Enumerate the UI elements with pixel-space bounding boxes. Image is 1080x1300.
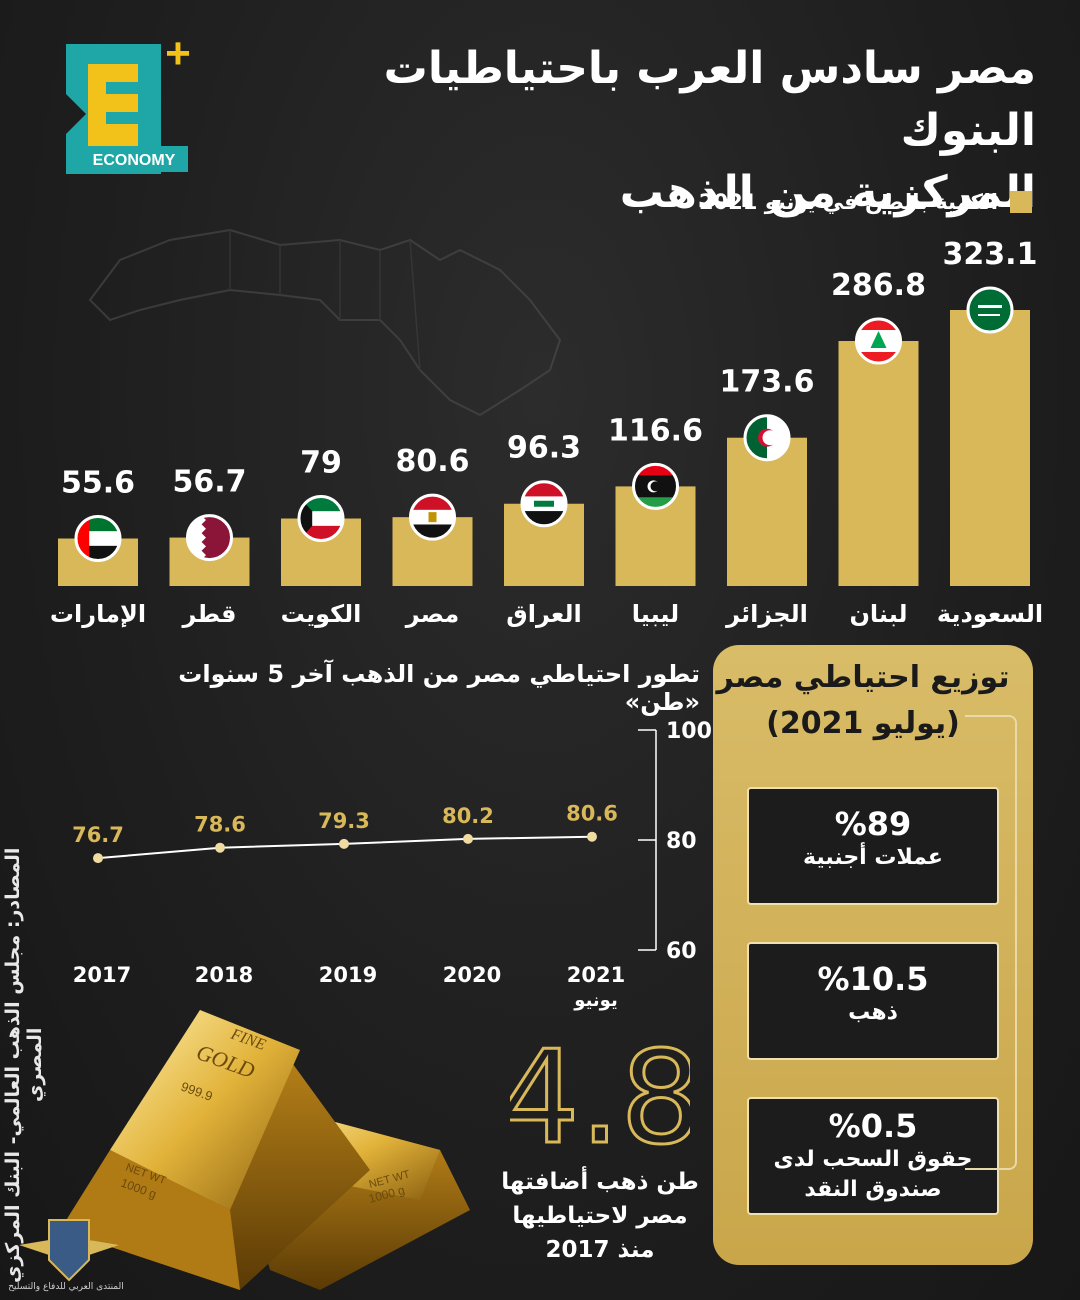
- bar-value-label: 56.7: [172, 465, 246, 500]
- line-chart-title: تطور احتياطي مصر من الذهب آخر 5 سنوات «ط…: [178, 660, 700, 716]
- page-title: مصر سادس العرب باحتياطيات البنوك المركزي…: [276, 38, 1036, 224]
- data-point: [215, 842, 225, 853]
- title-line-2: المركزية من الذهب: [619, 167, 1036, 218]
- data-point: [463, 833, 473, 844]
- distribution-title: توزيع احتياطي مصر (يوليو 2021): [713, 655, 1013, 747]
- distribution-label-2: صندوق النقد: [804, 1177, 942, 1202]
- lebanon-flag-icon: [856, 319, 901, 364]
- bar-category-label: ليبيا: [632, 600, 679, 628]
- distribution-panel: توزيع احتياطي مصر (يوليو 2021) %89 عملات…: [713, 645, 1033, 1265]
- bar-category-label: الإمارات: [50, 600, 146, 628]
- x-tick-label: 2017: [73, 963, 131, 987]
- distribution-title-line-1: توزيع احتياطي مصر: [716, 660, 1010, 695]
- bar-group: 116.6 ليبيا: [608, 413, 703, 628]
- x-tick-label: 2019: [319, 963, 377, 987]
- bar-group: 323.1 السعودية: [937, 240, 1043, 628]
- bar-category-label: قطر: [181, 600, 236, 628]
- bar-category-label: السعودية: [937, 600, 1043, 628]
- legend-swatch: [1010, 191, 1032, 213]
- bar: [727, 437, 807, 586]
- bar-group: 173.6 الجزائر: [720, 365, 815, 628]
- distribution-title-line-2: (يوليو 2021): [766, 706, 960, 741]
- distribution-label: عملات أجنبية: [803, 845, 943, 870]
- data-label: 80.6: [566, 802, 618, 826]
- x-tick-label: 2020: [443, 963, 501, 987]
- svg-text:4.8: 4.8: [510, 1030, 690, 1160]
- plus-icon: +: [165, 34, 191, 78]
- added-caption-1: طن ذهب أضافتها: [501, 1169, 699, 1195]
- y-tick-label: 80: [666, 829, 697, 854]
- bar-value-label: 173.6: [720, 365, 815, 400]
- x-tick-label: 2018: [195, 963, 253, 987]
- data-label: 79.3: [318, 809, 370, 833]
- bar-group: 286.8 لبنان: [831, 268, 926, 628]
- economy-logo: ECONOMY +: [66, 34, 191, 174]
- bar-category-label: لبنان: [849, 600, 907, 628]
- legend-label: الكمية بالطن في يونيو 2021: [698, 190, 998, 214]
- added-caption-3: منذ 2017: [545, 1237, 655, 1263]
- algeria-flag-icon: [745, 415, 789, 460]
- egypt-gold-line-chart: 100 80 60 76.7 2017 78.6 2018 79.3 2019 80.2 2020 8…: [72, 719, 712, 1011]
- bar-value-label: 80.6: [395, 444, 469, 479]
- y-tick-label: 100: [666, 719, 712, 744]
- bar-value-label: 55.6: [61, 466, 135, 501]
- title-line-1: مصر سادس العرب باحتياطيات البنوك: [383, 43, 1036, 156]
- gold-bars-image: NET WT 1000 g FINE GOLD 999.9 NET WT 100…: [60, 1010, 470, 1290]
- bar-group: 96.3 العراق: [504, 431, 584, 628]
- distribution-label: حقوق السحب لدى: [773, 1147, 973, 1172]
- added-caption-2: مصر لاحتياطيها: [512, 1203, 688, 1229]
- logo-text: ECONOMY: [93, 152, 176, 169]
- data-point: [587, 831, 597, 842]
- added-gold-number: 4.8: [510, 1030, 690, 1160]
- distribution-pct: %10.5: [817, 960, 929, 998]
- distribution-box-gold: %10.5 ذهب: [747, 942, 999, 1060]
- bar-value-label: 79: [300, 446, 342, 481]
- distribution-box-sdr: %0.5 حقوق السحب لدى صندوق النقد: [747, 1097, 999, 1215]
- distribution-label: ذهب: [848, 1000, 898, 1025]
- bar-category-label: الجزائر: [725, 600, 808, 628]
- bar-value-label: 96.3: [507, 431, 581, 466]
- bar-group: 56.7 قطر: [169, 465, 250, 628]
- bar-value-label: 116.6: [608, 413, 703, 448]
- bar-value-label: 286.8: [831, 268, 926, 303]
- bar-group: 79 الكويت: [281, 446, 362, 628]
- bar-group: 55.6 الإمارات: [50, 466, 146, 628]
- y-tick-label: 60: [666, 939, 697, 964]
- added-gold-caption: طن ذهب أضافتها مصر لاحتياطيها منذ 2017: [500, 1165, 700, 1267]
- data-label: 80.2: [442, 804, 494, 828]
- distribution-box-foreign-currency: %89 عملات أجنبية: [747, 787, 999, 905]
- data-label: 76.7: [72, 823, 124, 847]
- gold-reserves-bar-chart: 55.6 الإمارات 56.7 قطر 79 الكويت 80.6 مصر 96.3 ال…: [50, 240, 1043, 628]
- x-tick-label: 2021: [567, 963, 625, 987]
- distribution-pct: %89: [834, 805, 912, 843]
- forum-watermark-icon: [19, 1219, 119, 1282]
- data-label: 78.6: [194, 813, 246, 837]
- bar-category-label: الكويت: [281, 600, 362, 628]
- libya-flag-icon: [633, 464, 678, 509]
- bar-legend: الكمية بالطن في يونيو 2021: [699, 190, 1032, 214]
- arab-world-map-icon: [88, 228, 562, 417]
- watermark-text: المنتدى العربي للدفاع والتسليح: [8, 1282, 124, 1292]
- bar-value-label: 323.1: [943, 240, 1038, 272]
- bar-category-label: العراق: [506, 600, 581, 628]
- data-point: [93, 853, 103, 864]
- distribution-bracket: [965, 715, 1017, 1170]
- bar-group: 80.6 مصر: [392, 444, 473, 628]
- x-tick-sublabel: يونيو: [573, 990, 617, 1011]
- bar: [950, 310, 1030, 586]
- distribution-pct: %0.5: [828, 1107, 918, 1145]
- bar: [838, 341, 919, 586]
- bar-category-label: مصر: [405, 600, 459, 628]
- data-point: [339, 838, 349, 849]
